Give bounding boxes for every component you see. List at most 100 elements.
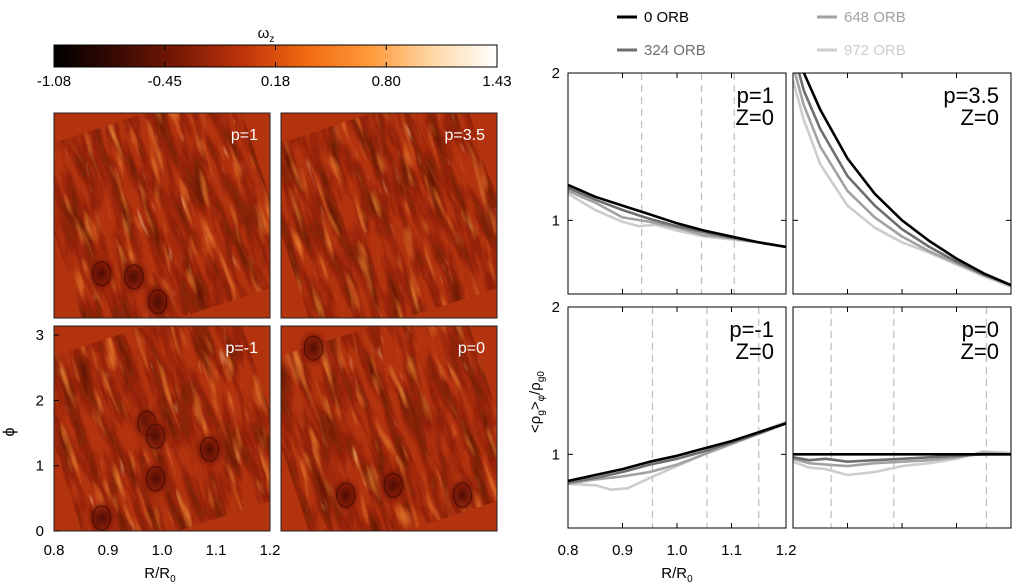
vorticity-panel-frame	[280, 325, 498, 532]
vortex-core	[383, 472, 403, 498]
plot-ylabel: <ρg>φ/ρg0	[527, 371, 547, 433]
map-ytick-label: 0	[36, 523, 44, 540]
colorbar-tick-label: 1.43	[482, 73, 511, 90]
profile-panel-frame	[567, 306, 787, 529]
vorticity-panel-label: p=1	[231, 127, 258, 144]
legend-label: 648 ORB	[844, 9, 906, 26]
colorbar-tick-label: 0.18	[261, 73, 290, 90]
ytick-label: 2	[552, 65, 560, 82]
vortex	[137, 414, 174, 459]
vortex-core	[336, 482, 356, 508]
vortex	[327, 473, 364, 518]
profile-panel-sublabel: Z=0	[960, 105, 999, 130]
vortex	[137, 456, 174, 501]
profile-line-324-orb	[568, 422, 786, 484]
legend: 0 ORB 324 ORB 648 ORB 972 ORB	[617, 9, 906, 59]
profile-panel-sublabel: Z=0	[735, 339, 774, 364]
ytick-label: 2	[552, 299, 560, 316]
vortex-core	[452, 482, 473, 508]
profile-panel: p=-1Z=0 1 2 0.8 0.9 1.0 1.1 1.2	[552, 299, 797, 559]
vorticity-texture	[281, 113, 497, 318]
map-xtick-label: 0.8	[44, 542, 65, 559]
colorbar-ticks: -1.08 -0.45 0.18 0.80 1.43	[37, 45, 512, 90]
profile-panel-bg	[793, 307, 1011, 528]
legend-label: 0 ORB	[644, 9, 689, 26]
vorticity-map-axes: ϕ R/R0 0 1 2 3 0.8 0.9 1.0 1.1 1.2	[1, 327, 280, 585]
colorbar-label: ωz	[258, 25, 275, 45]
vorticity-panel-label: p=0	[458, 340, 485, 357]
vorticity-panel: p=-1	[53, 325, 271, 532]
profile-panel: p=1Z=0 1 2	[552, 65, 787, 295]
vortex-core	[303, 335, 323, 361]
map-xtick-label: 1.1	[206, 542, 227, 559]
plot-axis-labels: <ρg>φ/ρg0 R/R0	[527, 371, 693, 585]
profile-line-324-orb	[797, 73, 1011, 287]
profile-panel-sublabel: Z=0	[735, 105, 774, 130]
profile-panel-bg	[568, 73, 786, 294]
vorticity-panel: p=0	[280, 325, 498, 532]
map-xlabel: R/R0	[144, 565, 176, 585]
profile-panel: p=0Z=0	[792, 306, 1012, 529]
profile-line-0-orb	[802, 73, 1011, 287]
colorbar-tick-label: -0.45	[148, 73, 182, 90]
profile-panel-label: p=-1	[729, 317, 774, 342]
vorticity-panel-label: p=3.5	[445, 127, 486, 144]
map-ytick-label: 3	[36, 327, 44, 344]
plot-xlabel: R/R0	[661, 565, 693, 585]
map-xtick-label: 1.2	[260, 542, 281, 559]
vorticity-panel-frame	[53, 112, 271, 319]
profile-panel-label: p=1	[737, 83, 774, 108]
profile-line-972-orb	[793, 80, 1011, 288]
vortex-core	[91, 261, 112, 287]
profile-panel: p=3.5Z=0	[792, 72, 1012, 295]
profile-line-0-orb	[568, 422, 786, 483]
xtick-label: 1.1	[721, 542, 742, 559]
vortex-core	[199, 436, 220, 462]
vortex	[295, 326, 332, 371]
vortex	[444, 473, 481, 518]
colorbar-tick-label: 0.80	[372, 73, 401, 90]
profile-panel-bg	[793, 73, 1011, 294]
map-xtick-label: 1.0	[152, 542, 173, 559]
ytick-label: 1	[552, 212, 560, 229]
xtick-label: 1.2	[776, 542, 797, 559]
vorticity-panel: p=3.5	[280, 112, 498, 319]
vorticity-panel-label: p=-1	[226, 340, 259, 357]
vortex	[83, 251, 120, 296]
vortex-core	[124, 264, 144, 290]
vortex-core	[91, 505, 112, 531]
map-ytick-label: 2	[36, 392, 44, 409]
vorticity-panel-frame	[280, 112, 498, 319]
profile-panel-frame	[792, 306, 1012, 529]
colorbar: ωz -1.08 -0.45 0.18 0.80 1.43	[37, 25, 512, 90]
profile-panel-frame	[567, 72, 787, 295]
xtick-label: 1.0	[667, 542, 688, 559]
xtick-label: 0.9	[612, 542, 633, 559]
vorticity-panel: p=1	[53, 112, 271, 319]
vortex-core	[145, 466, 166, 492]
vortex	[115, 254, 152, 299]
profile-panel-frame	[792, 72, 1012, 295]
profile-line-0-orb	[568, 183, 786, 249]
map-ytick-label: 1	[36, 458, 44, 475]
vortex-core	[145, 423, 166, 449]
profile-panel-label: p=0	[962, 317, 999, 342]
map-xtick-label: 0.9	[98, 542, 119, 559]
vorticity-maps: p=1 p=3.5 p=-1 p=0	[53, 112, 498, 532]
vortex	[139, 279, 176, 318]
legend-label: 324 ORB	[644, 42, 706, 59]
vortex-core	[148, 289, 168, 315]
profile-panel-label: p=3.5	[943, 83, 999, 108]
legend-label: 972 ORB	[844, 42, 906, 59]
vortex	[191, 427, 228, 472]
map-ylabel: ϕ	[1, 427, 18, 436]
xtick-label: 0.8	[558, 542, 579, 559]
ytick-label: 1	[552, 446, 560, 463]
colorbar-tick-label: -1.08	[37, 73, 71, 90]
profile-panel-sublabel: Z=0	[960, 339, 999, 364]
profile-panel-bg	[568, 307, 786, 528]
vortex	[83, 495, 120, 531]
vortex	[375, 463, 412, 508]
